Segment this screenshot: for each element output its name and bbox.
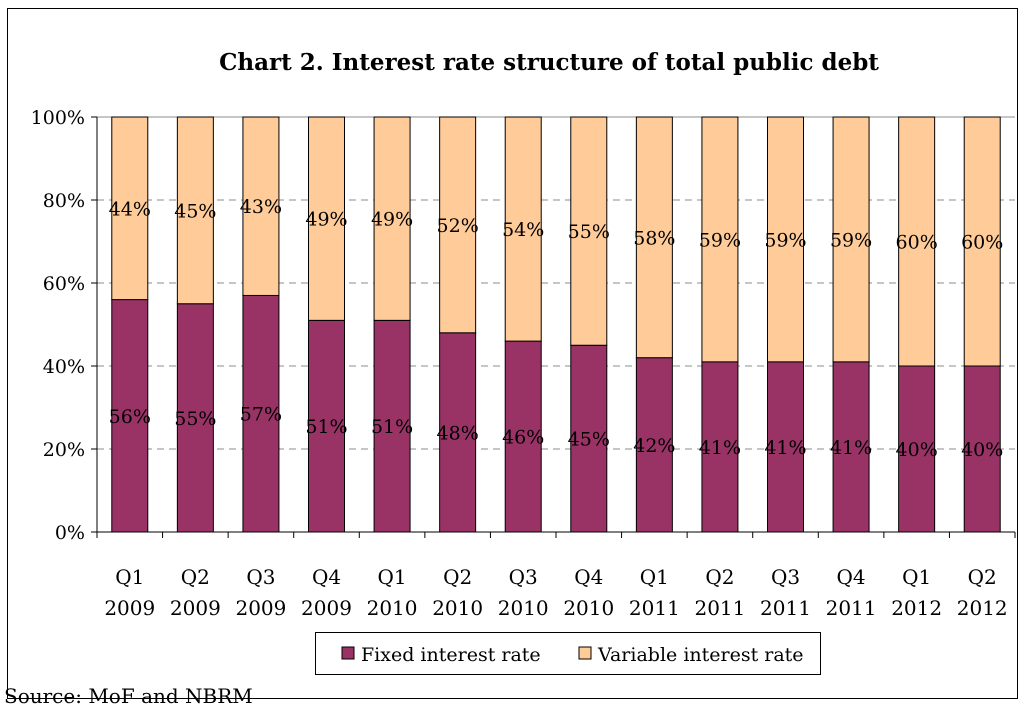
x-tick-label-year: 2012 <box>957 596 1008 620</box>
x-tick-label-quarter: Q4 <box>312 565 341 589</box>
data-label: 41% <box>830 437 872 459</box>
x-tick-label-year: 2010 <box>498 596 549 620</box>
data-label: 54% <box>502 219 544 241</box>
data-label: 51% <box>305 416 347 438</box>
bar-fixed <box>504 340 542 533</box>
legend-label-fixed: Fixed interest rate <box>361 644 541 666</box>
data-label: 58% <box>633 227 675 249</box>
x-tick-label-year: 2009 <box>104 596 155 620</box>
data-label: 59% <box>830 229 872 251</box>
data-label: 41% <box>699 437 741 459</box>
x-tick-label-quarter: Q1 <box>640 565 669 589</box>
x-tick-label-quarter: Q3 <box>246 565 275 589</box>
bar-variable <box>308 116 345 321</box>
x-tick-label-quarter: Q3 <box>509 565 538 589</box>
legend-label-variable: Variable interest rate <box>597 644 804 666</box>
bar-variable <box>963 116 1001 367</box>
x-tick-label-quarter: Q4 <box>574 565 603 589</box>
bar-fixed <box>111 299 149 533</box>
data-label: 46% <box>502 427 544 449</box>
data-label: 52% <box>437 215 479 237</box>
x-tick-label-quarter: Q1 <box>378 565 407 589</box>
data-label: 60% <box>961 232 1003 254</box>
bar-fixed <box>767 361 804 533</box>
data-label: 49% <box>371 209 413 231</box>
bar-fixed <box>898 365 936 533</box>
data-label: 49% <box>305 209 347 231</box>
data-label: 45% <box>174 200 216 222</box>
x-tick-label-year: 2009 <box>235 596 286 620</box>
data-label: 48% <box>437 422 479 444</box>
data-label: 55% <box>568 221 610 243</box>
data-label: 60% <box>896 232 938 254</box>
bar-fixed <box>832 361 870 533</box>
bar-variable <box>570 116 608 346</box>
y-tick-label: 20% <box>43 439 85 461</box>
x-tick-label-year: 2009 <box>301 596 352 620</box>
data-label: 56% <box>109 406 151 428</box>
data-label: 41% <box>764 437 806 459</box>
bar-variable <box>242 116 280 296</box>
x-tick-label-year: 2011 <box>694 596 745 620</box>
data-label: 42% <box>633 435 675 457</box>
data-label: 40% <box>961 439 1003 461</box>
legend-swatch-fixed <box>341 646 355 660</box>
y-tick-label: 40% <box>43 356 85 378</box>
x-tick-label-year: 2010 <box>563 596 614 620</box>
x-tick-label-quarter: Q1 <box>902 565 931 589</box>
data-label: 57% <box>240 404 282 426</box>
bar-fixed <box>373 319 411 533</box>
x-tick-label-year: 2011 <box>629 596 680 620</box>
bar-variable <box>635 116 673 359</box>
bar-variable <box>701 116 739 363</box>
source-note: Source: MoF and NBRM <box>4 684 253 708</box>
x-tick-label-quarter: Q4 <box>837 565 866 589</box>
y-tick-label: 0% <box>55 522 85 544</box>
x-tick-label-year: 2010 <box>432 596 483 620</box>
y-tick-label: 80% <box>43 190 85 212</box>
legend-box <box>315 632 821 675</box>
data-label: 59% <box>764 229 806 251</box>
data-label: 44% <box>109 198 151 220</box>
bar-variable <box>898 116 936 367</box>
y-tick-label: 100% <box>31 107 85 129</box>
bar-variable <box>504 116 542 342</box>
x-tick-label-year: 2009 <box>170 596 221 620</box>
bar-fixed <box>701 361 739 533</box>
legend-swatch-variable <box>578 646 592 660</box>
x-tick-label-quarter: Q3 <box>771 565 800 589</box>
data-label: 43% <box>240 196 282 218</box>
x-tick-label-year: 2011 <box>826 596 877 620</box>
bar-variable <box>176 116 214 305</box>
x-tick-label-year: 2010 <box>367 596 418 620</box>
bar-variable <box>439 116 477 334</box>
x-tick-label-quarter: Q2 <box>181 565 210 589</box>
data-label: 51% <box>371 416 413 438</box>
x-tick-label-quarter: Q2 <box>705 565 734 589</box>
bar-fixed <box>242 294 280 533</box>
x-tick-label-quarter: Q2 <box>968 565 997 589</box>
bar-fixed <box>439 332 477 533</box>
bar-fixed <box>635 357 673 533</box>
bar-variable <box>767 116 804 363</box>
y-tick-label: 60% <box>43 273 85 295</box>
bar-variable <box>832 116 870 363</box>
chart-title: Chart 2. Interest rate structure of tota… <box>219 49 879 76</box>
x-tick-label-quarter: Q2 <box>443 565 472 589</box>
data-label: 40% <box>896 439 938 461</box>
data-label: 55% <box>174 408 216 430</box>
bar-fixed <box>176 303 214 533</box>
x-tick-label-quarter: Q1 <box>115 565 144 589</box>
data-label: 59% <box>699 229 741 251</box>
x-tick-label-year: 2012 <box>891 596 942 620</box>
bar-variable <box>373 116 411 321</box>
x-tick-label-year: 2011 <box>760 596 811 620</box>
bar-variable <box>111 116 149 301</box>
data-label: 45% <box>568 429 610 451</box>
